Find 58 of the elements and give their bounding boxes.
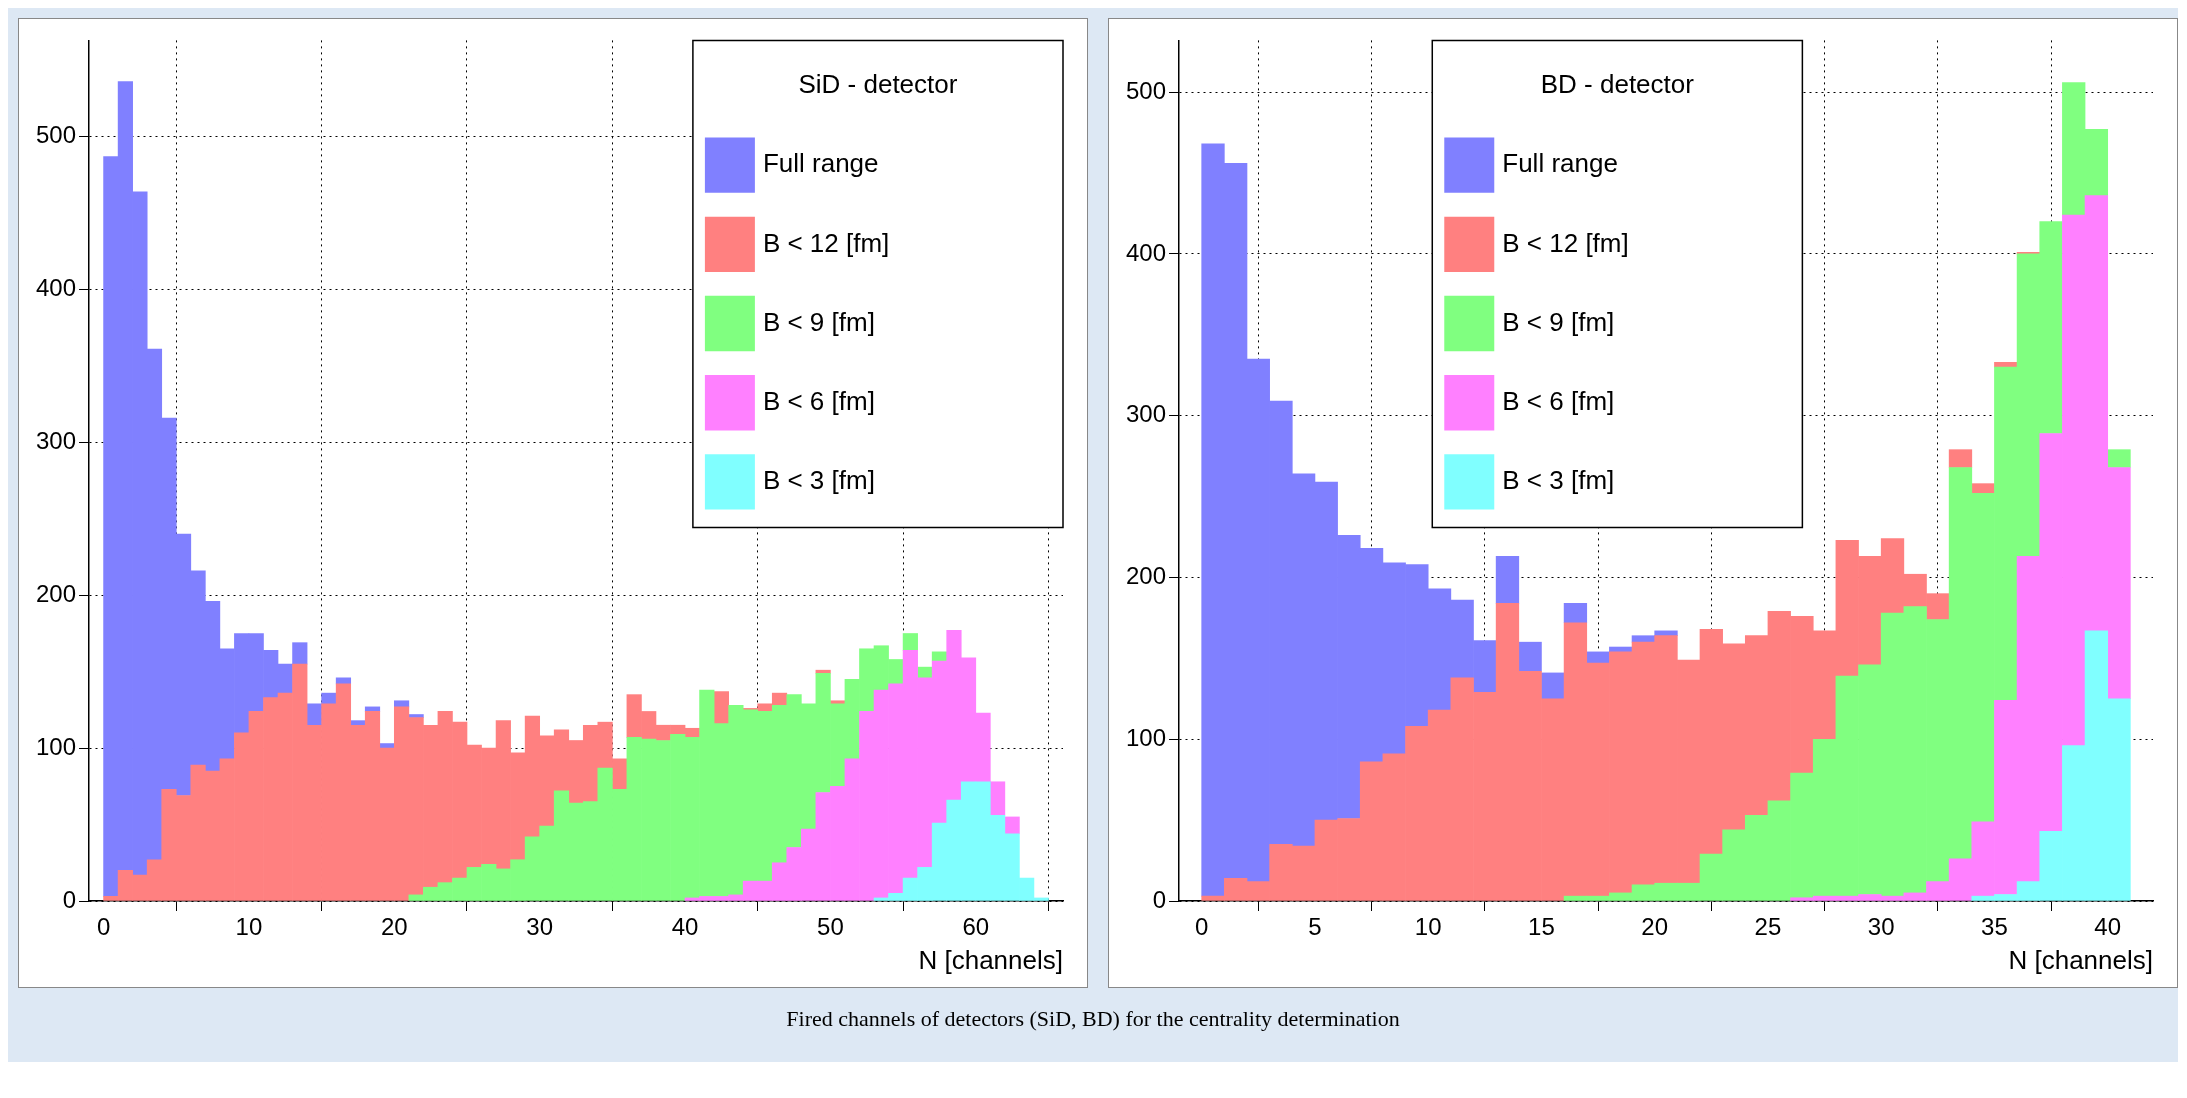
legend-label: B < 12 [fm] [762, 227, 890, 258]
x-tick-label: 20 [380, 913, 408, 941]
bar [713, 691, 729, 725]
y-tick-label: 400 [1126, 238, 1167, 266]
x-tick-label: 10 [1414, 913, 1442, 941]
x-tick-label: 5 [1308, 913, 1322, 941]
x-tick-label: 40 [671, 913, 699, 941]
bar [1518, 641, 1542, 672]
y-tick-label: 0 [62, 885, 77, 913]
bar [1495, 556, 1520, 604]
legend-label: B < 6 [fm] [1502, 385, 1615, 416]
x-tick-label: 25 [1754, 913, 1782, 941]
legend-label: B < 9 [fm] [762, 306, 875, 337]
x-tick-label: 50 [817, 913, 844, 941]
bar [306, 703, 322, 726]
x-tick-label: 0 [96, 913, 111, 941]
legend-label: Full range [1502, 148, 1618, 179]
x-tick-label: 15 [1528, 913, 1555, 941]
y-tick-label: 100 [36, 732, 77, 760]
y-tick-label: 500 [1126, 76, 1167, 104]
x-tick-label: 20 [1641, 913, 1669, 941]
bar [1948, 449, 1973, 468]
bar [1004, 816, 1020, 835]
y-tick-label: 200 [1126, 562, 1167, 590]
x-axis-title: N [channels] [918, 944, 1063, 975]
bar [335, 677, 352, 685]
legend-label: B < 6 [fm] [762, 385, 875, 416]
bar [1631, 635, 1656, 643]
legend-label: B < 9 [fm] [1502, 306, 1615, 337]
x-tick-label: 0 [1195, 913, 1209, 941]
legend-label: Full range [762, 148, 879, 179]
bar [902, 633, 918, 651]
x-tick-label: 30 [1867, 913, 1895, 941]
legend-label: B < 3 [fm] [1502, 465, 1615, 496]
legend-label: B < 3 [fm] [762, 465, 875, 496]
bar [292, 642, 308, 665]
legend-title: BD - detector [1540, 69, 1695, 100]
y-tick-label: 200 [36, 579, 77, 607]
x-tick-label: 35 [1981, 913, 2008, 941]
x-tick-label: 40 [2094, 913, 2122, 941]
legend-title: SiD - detector [798, 69, 958, 100]
y-tick-label: 100 [1126, 723, 1167, 751]
bar [393, 700, 410, 708]
y-tick-label: 0 [1152, 885, 1167, 913]
x-tick-label: 60 [962, 913, 990, 941]
legend-label: B < 12 [fm] [1502, 227, 1629, 258]
y-tick-label: 300 [36, 427, 77, 455]
bar [2107, 449, 2131, 468]
bar [989, 781, 1006, 816]
x-tick-label: 10 [235, 913, 263, 941]
bar [1563, 603, 1588, 624]
x-axis-title: N [channels] [2008, 944, 2153, 975]
text: Fired channels of detectors (SiD, BD) for the centrality determination [785, 1005, 1401, 1033]
y-tick-label: 400 [36, 274, 77, 302]
y-tick-label: 300 [1126, 400, 1167, 428]
y-tick-label: 500 [36, 121, 77, 149]
x-tick-label: 30 [526, 913, 554, 941]
bar [1971, 483, 1995, 494]
